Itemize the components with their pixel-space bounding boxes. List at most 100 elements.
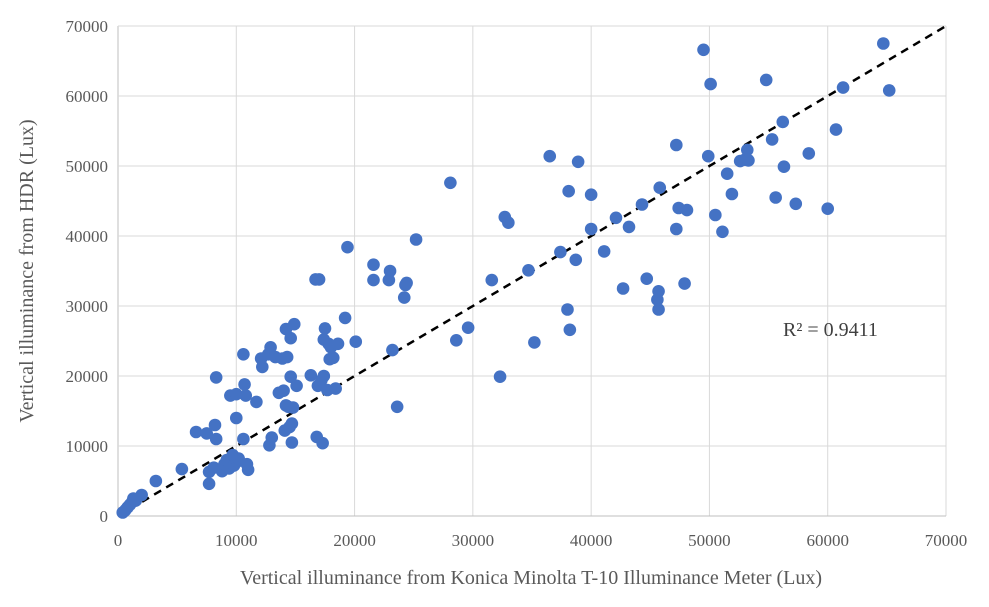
- y-axis-title: Vertical illuminance from HDR (Lux): [16, 119, 38, 422]
- data-point: [284, 331, 297, 345]
- data-point: [444, 176, 457, 190]
- data-point: [569, 253, 583, 267]
- data-points: [116, 37, 896, 519]
- data-point: [502, 216, 515, 229]
- data-point: [312, 273, 326, 286]
- data-point: [265, 431, 279, 444]
- data-point: [461, 321, 475, 335]
- data-point: [285, 436, 299, 449]
- data-point: [640, 272, 654, 286]
- data-point: [701, 149, 715, 163]
- data-point: [563, 323, 577, 337]
- data-point: [528, 336, 541, 349]
- x-tick-label: 60000: [806, 531, 849, 550]
- x-tick-label: 10000: [215, 531, 258, 550]
- r-squared-annotation: R² = 0.9411: [783, 319, 878, 341]
- y-tick-label: 0: [100, 507, 109, 526]
- data-point: [286, 401, 300, 414]
- data-point: [326, 351, 340, 365]
- data-point: [522, 264, 535, 277]
- data-point: [238, 378, 251, 391]
- data-point: [543, 149, 557, 163]
- y-tick-label: 40000: [66, 227, 109, 246]
- data-point: [836, 81, 850, 94]
- data-point: [209, 432, 223, 446]
- x-tick-label: 0: [114, 531, 123, 550]
- x-axis-title: Vertical illuminance from Konica Minolta…: [240, 567, 822, 589]
- data-point: [239, 389, 253, 402]
- data-point: [776, 115, 790, 129]
- data-point: [652, 303, 665, 316]
- data-point: [397, 291, 411, 304]
- data-point: [670, 222, 683, 236]
- data-point: [202, 477, 216, 491]
- data-point: [678, 277, 691, 290]
- data-point: [769, 191, 782, 204]
- data-point: [383, 264, 397, 278]
- data-point: [229, 411, 243, 425]
- y-tick-label: 30000: [66, 297, 109, 316]
- x-tick-label: 40000: [570, 531, 613, 550]
- data-point: [877, 37, 890, 50]
- data-point: [208, 418, 222, 432]
- data-point: [829, 123, 843, 136]
- y-tick-label: 20000: [66, 367, 109, 386]
- data-point: [304, 369, 318, 382]
- y-tick-label: 10000: [66, 437, 109, 456]
- data-point: [237, 348, 250, 361]
- data-point: [209, 371, 223, 384]
- data-point: [740, 143, 754, 157]
- data-point: [290, 379, 303, 393]
- data-point: [329, 382, 342, 395]
- data-point: [554, 245, 567, 259]
- data-point: [680, 203, 694, 217]
- data-point: [616, 282, 630, 295]
- data-point: [237, 432, 250, 446]
- data-point: [777, 160, 791, 173]
- data-point: [135, 488, 148, 502]
- data-point: [386, 343, 399, 357]
- data-point: [280, 350, 294, 364]
- data-point: [493, 370, 507, 384]
- y-tick-label: 70000: [66, 17, 109, 36]
- data-point: [200, 427, 214, 440]
- data-point: [622, 220, 636, 234]
- data-point: [562, 184, 575, 198]
- data-point: [284, 370, 297, 384]
- data-point: [367, 258, 380, 272]
- data-point: [189, 425, 203, 439]
- x-tick-label: 50000: [688, 531, 731, 550]
- data-point: [316, 436, 329, 450]
- data-point: [802, 147, 816, 160]
- data-point: [561, 303, 574, 316]
- data-point: [229, 387, 243, 401]
- data-point: [318, 322, 332, 335]
- data-point: [635, 198, 649, 211]
- data-point: [390, 400, 404, 414]
- data-point: [597, 245, 611, 258]
- data-point: [584, 222, 598, 236]
- data-point: [609, 211, 623, 225]
- data-point: [697, 43, 710, 57]
- data-point: [652, 285, 665, 298]
- y-tick-label: 50000: [66, 157, 109, 176]
- data-point: [584, 188, 598, 201]
- data-point: [704, 77, 717, 91]
- data-point: [720, 167, 734, 180]
- data-point: [821, 202, 835, 215]
- data-point: [264, 341, 277, 354]
- data-point: [765, 133, 779, 146]
- data-point: [400, 276, 413, 290]
- data-point: [409, 233, 423, 246]
- data-point: [341, 240, 354, 254]
- data-point: [709, 208, 722, 222]
- gridlines: [117, 25, 947, 517]
- data-point: [175, 462, 189, 476]
- x-tick-label: 70000: [925, 531, 968, 550]
- data-point: [277, 384, 290, 398]
- tick-labels: 0 10000 20000 30000 40000 50000 60000 70000 0 100…: [66, 17, 968, 550]
- data-point: [742, 154, 755, 167]
- data-point: [149, 474, 163, 488]
- data-point: [367, 273, 380, 287]
